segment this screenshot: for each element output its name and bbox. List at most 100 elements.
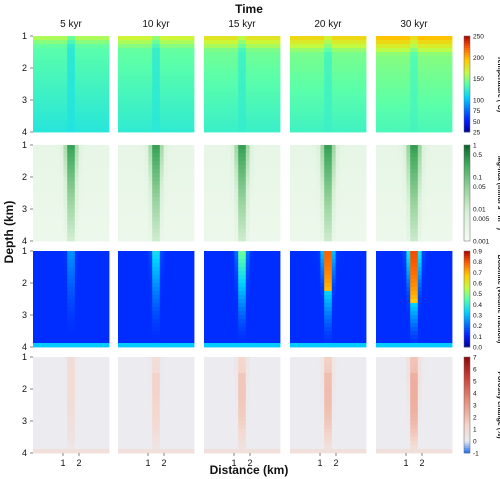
heatmap-cell [328,36,333,41]
heatmap-cell [190,64,195,69]
heatmap-cell [335,153,340,158]
heatmap-cell [245,213,250,218]
heatmap-cell [118,100,123,105]
heatmap-cell [328,72,333,77]
heatmap-cell [190,72,195,77]
heatmap-cell [414,169,419,174]
heatmap-cell [67,275,72,280]
heatmap-cell [276,181,281,186]
heatmap-cell [448,197,453,202]
heatmap-cell [335,221,340,226]
heatmap-cell [379,173,384,178]
heatmap-cell [297,64,302,69]
heatmap-cell [425,52,430,57]
heatmap-cell [90,233,95,238]
heatmap-cell [376,217,381,222]
heatmap-cell [78,225,83,230]
heatmap-cell [156,149,161,154]
heatmap-cell [219,56,224,61]
heatmap-cell [253,221,258,226]
heatmap-cell [402,76,407,81]
heatmap-cell [182,149,187,154]
heatmap-cell [97,128,102,133]
heatmap-cell [245,185,250,190]
heatmap-cell [347,145,352,150]
heatmap-cell [320,40,325,45]
heatmap-cell [226,193,231,198]
heatmap-cell [421,64,426,69]
heatmap-cell [350,120,355,125]
heatmap-cell [59,145,64,150]
heatmap-cell [219,120,224,125]
heatmap-cell [156,108,161,113]
heatmap-cell [297,181,302,186]
heatmap-cell [215,185,220,190]
heatmap-cell [215,193,220,198]
heatmap-cell [362,165,367,170]
heatmap-cell [328,225,333,230]
heatmap-cell [324,237,329,242]
heatmap-cell [40,76,45,81]
heatmap-cell [67,68,72,73]
heatmap-cell [204,177,209,182]
heatmap-cell [178,237,183,242]
heatmap-cell [398,185,403,190]
heatmap-cell [40,237,45,242]
heatmap-cell [182,209,187,214]
heatmap-cell [276,157,281,162]
heatmap-cell [186,149,191,154]
heatmap-cell [121,213,126,218]
heatmap-cell [347,84,352,89]
heatmap-cell [436,112,441,117]
heatmap-cell [226,120,231,125]
heatmap-cell [178,205,183,210]
heatmap-cell [328,60,333,65]
heatmap-cell [171,80,176,85]
heatmap-cell [276,104,281,109]
heatmap-cell [86,237,91,242]
heatmap-cell [59,116,64,121]
heatmap-cell [272,88,277,93]
heatmap-cell [226,173,231,178]
heatmap-cell [48,275,53,280]
heatmap-cell [354,149,359,154]
heatmap-cell [312,189,317,194]
heatmap-cell [354,201,359,206]
heatmap-cell [339,197,344,202]
heatmap-cell [186,92,191,97]
heatmap-cell [398,225,403,230]
heatmap-cell [335,116,340,121]
heatmap-cell [118,36,123,41]
heatmap-cell [82,48,87,53]
heatmap-cell [305,213,310,218]
heatmap-cell [391,161,396,166]
heatmap-cell [101,271,106,276]
heatmap-cell [156,52,161,57]
heatmap-cell [276,40,281,45]
heatmap-cell [249,96,254,101]
heatmap-cell [414,96,419,101]
heatmap-cell [379,68,384,73]
heatmap-cell [297,112,302,117]
heatmap-cell [86,229,91,234]
heatmap-cell [433,237,438,242]
heatmap-cell [402,233,407,238]
heatmap-cell [207,120,212,125]
heatmap-cell [354,205,359,210]
heatmap-cell [52,76,57,81]
heatmap-cell [86,100,91,105]
heatmap-cell [182,221,187,226]
heatmap-cell [410,104,415,109]
heatmap-cell [242,84,247,89]
heatmap-cell [121,237,126,242]
heatmap-cell [175,72,180,77]
heatmap-cell [105,36,110,41]
heatmap-cell [178,169,183,174]
heatmap-cell [40,229,45,234]
heatmap-cell [101,225,106,230]
heatmap-cell [78,181,83,186]
heatmap-cell [290,189,295,194]
heatmap-cell [417,145,422,150]
heatmap-cell [36,209,41,214]
heatmap-cell [272,96,277,101]
